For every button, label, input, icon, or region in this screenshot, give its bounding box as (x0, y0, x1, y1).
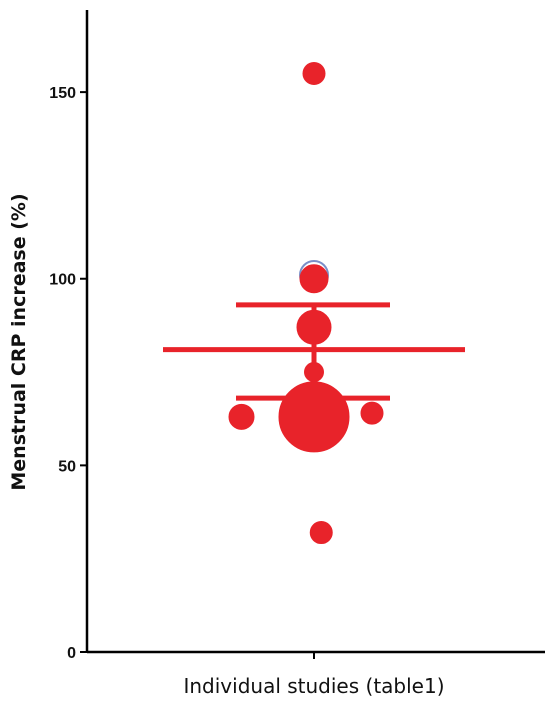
data-point (360, 401, 384, 425)
y-tick-label: 150 (49, 85, 76, 102)
y-tick-label: 100 (49, 272, 76, 289)
y-tick-label: 0 (67, 645, 76, 662)
data-point (278, 381, 350, 453)
y-axis-label: Menstrual CRP increase (%) (8, 193, 30, 490)
y-tick-label: 50 (58, 458, 76, 475)
data-point (228, 403, 255, 430)
x-axis-label: Individual studies (table1) (183, 674, 444, 698)
data-point (309, 521, 333, 545)
data-point (296, 309, 332, 345)
data-point (304, 362, 324, 383)
data-points (228, 61, 384, 545)
data-point (299, 264, 329, 294)
axes: 0 50 100 150 (49, 10, 545, 662)
data-point (302, 61, 326, 85)
